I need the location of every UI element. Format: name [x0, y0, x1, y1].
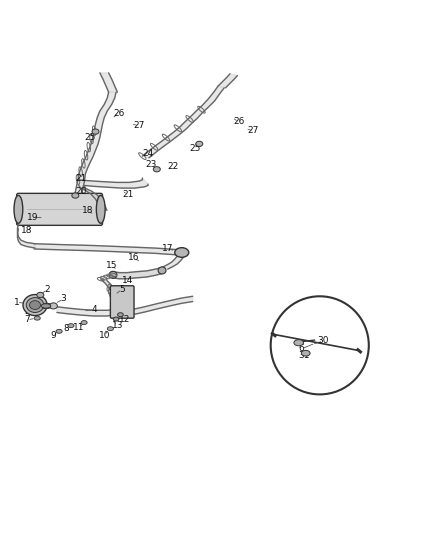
Text: 27: 27 — [134, 121, 145, 130]
Polygon shape — [78, 178, 148, 188]
Ellipse shape — [56, 329, 62, 333]
Text: 22: 22 — [167, 162, 179, 171]
Text: 19: 19 — [27, 213, 39, 222]
Text: 18: 18 — [21, 226, 33, 235]
Ellipse shape — [109, 271, 117, 278]
Polygon shape — [78, 92, 116, 180]
Ellipse shape — [72, 193, 79, 198]
Ellipse shape — [92, 129, 99, 134]
Text: 3: 3 — [60, 294, 67, 303]
Text: 21: 21 — [75, 174, 87, 182]
Text: 8: 8 — [64, 324, 70, 333]
Polygon shape — [18, 223, 35, 248]
Polygon shape — [34, 244, 180, 255]
Text: 12: 12 — [119, 316, 131, 325]
Text: 11: 11 — [73, 324, 85, 332]
Ellipse shape — [34, 316, 40, 320]
Ellipse shape — [153, 167, 160, 172]
FancyBboxPatch shape — [110, 286, 134, 318]
Text: 29: 29 — [24, 299, 35, 308]
Ellipse shape — [117, 313, 124, 317]
Ellipse shape — [196, 141, 203, 147]
Text: 23: 23 — [145, 160, 157, 169]
Ellipse shape — [175, 248, 189, 257]
Polygon shape — [133, 296, 193, 314]
Text: 1: 1 — [14, 298, 20, 307]
Text: 10: 10 — [99, 331, 110, 340]
Ellipse shape — [23, 295, 47, 316]
Ellipse shape — [113, 317, 119, 321]
Ellipse shape — [294, 340, 304, 346]
FancyBboxPatch shape — [17, 193, 102, 225]
Ellipse shape — [96, 196, 105, 223]
Text: 24: 24 — [142, 149, 154, 158]
Polygon shape — [79, 185, 107, 211]
Ellipse shape — [14, 196, 23, 223]
Text: 7: 7 — [24, 316, 30, 325]
Text: 26: 26 — [233, 117, 244, 126]
Polygon shape — [218, 74, 237, 88]
Ellipse shape — [41, 304, 51, 308]
Text: 27: 27 — [247, 126, 259, 135]
Text: 25: 25 — [189, 144, 201, 153]
Polygon shape — [113, 268, 162, 279]
Text: 9: 9 — [50, 331, 57, 340]
Polygon shape — [57, 307, 115, 316]
Ellipse shape — [158, 267, 166, 274]
Text: 16: 16 — [128, 253, 139, 262]
Ellipse shape — [26, 297, 44, 312]
Polygon shape — [162, 249, 187, 269]
Ellipse shape — [301, 350, 310, 356]
Text: 26: 26 — [113, 109, 125, 118]
Polygon shape — [101, 279, 121, 303]
Text: 28: 28 — [24, 306, 35, 316]
Text: 5: 5 — [119, 285, 125, 294]
Text: 14: 14 — [122, 276, 134, 285]
Polygon shape — [100, 73, 117, 92]
Ellipse shape — [49, 303, 57, 309]
Text: 31: 31 — [299, 351, 310, 360]
Text: 18: 18 — [82, 206, 93, 215]
Polygon shape — [75, 180, 85, 211]
Ellipse shape — [107, 327, 113, 330]
Ellipse shape — [68, 324, 74, 328]
Text: 13: 13 — [112, 321, 123, 330]
Text: 6: 6 — [298, 344, 304, 353]
Text: 17: 17 — [162, 244, 173, 253]
Ellipse shape — [29, 301, 40, 310]
Text: 15: 15 — [106, 261, 117, 270]
Text: 2: 2 — [45, 285, 50, 294]
Ellipse shape — [81, 320, 87, 325]
Ellipse shape — [39, 303, 53, 309]
Text: 20: 20 — [75, 187, 87, 196]
Ellipse shape — [37, 292, 44, 297]
Text: 4: 4 — [92, 305, 97, 314]
Text: 30: 30 — [318, 336, 329, 345]
Polygon shape — [142, 86, 224, 158]
Text: 25: 25 — [84, 133, 95, 142]
Text: 21: 21 — [122, 190, 134, 199]
